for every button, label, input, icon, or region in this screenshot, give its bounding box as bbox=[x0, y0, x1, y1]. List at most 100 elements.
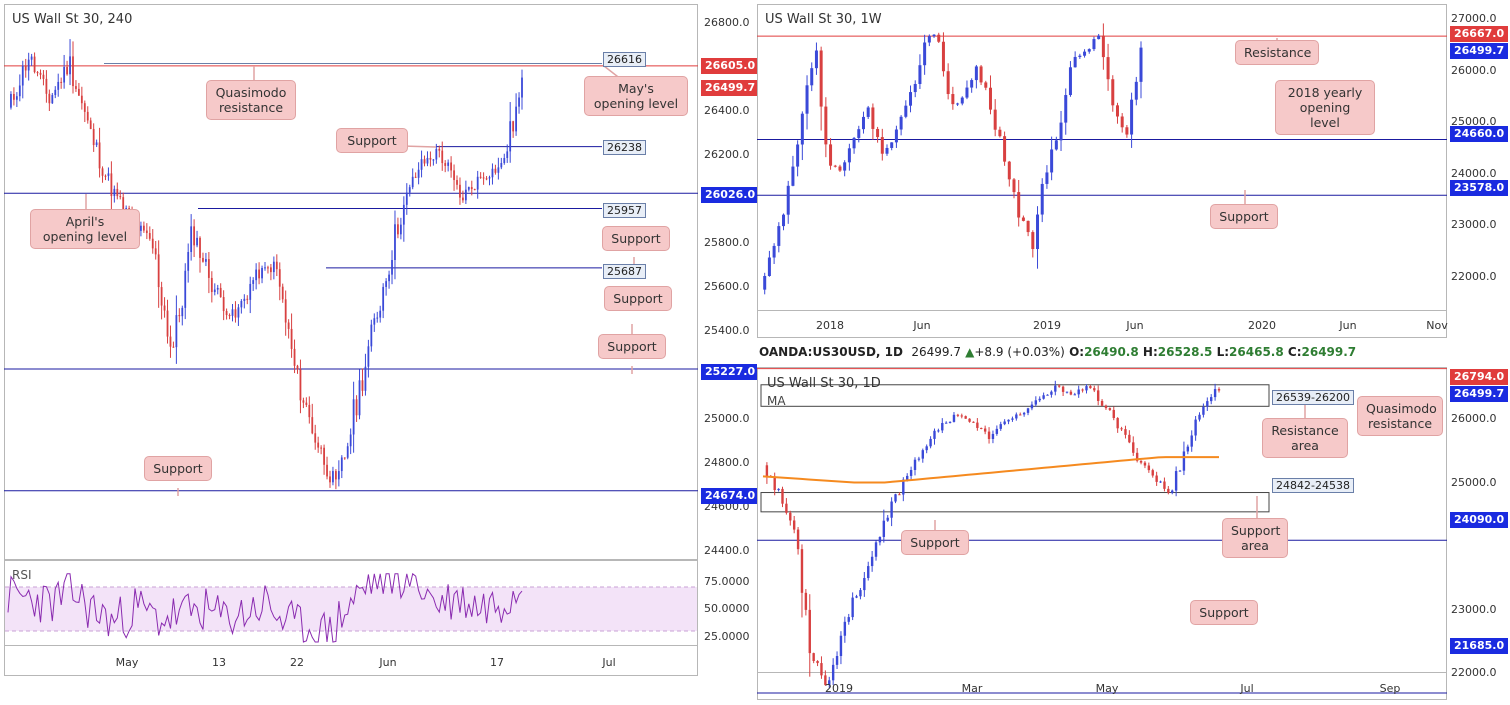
daily-last-price: 26499.7 bbox=[911, 345, 961, 359]
axis-tick-label: 25000.0 bbox=[704, 412, 750, 425]
candle bbox=[287, 319, 290, 339]
candle bbox=[847, 143, 851, 171]
candle bbox=[904, 100, 908, 119]
candle bbox=[66, 60, 68, 76]
candle bbox=[820, 656, 823, 679]
weekly-chart-panel[interactable]: US Wall St 30, 1W 27000.0 26000.0 25000.0 2… bbox=[757, 4, 1509, 338]
candle bbox=[110, 161, 113, 211]
candle bbox=[1100, 399, 1104, 407]
candle bbox=[270, 263, 272, 281]
daily-callout-resistance-area: Resistance area bbox=[1262, 418, 1348, 458]
h4-time-axis-frame bbox=[4, 646, 698, 676]
candle bbox=[1217, 387, 1221, 393]
axis-tick-label: 23000.0 bbox=[1451, 602, 1497, 616]
candle bbox=[870, 550, 874, 572]
candle bbox=[290, 313, 293, 358]
daily-chart-panel[interactable]: OANDA:US30USD, 1D 26499.7 ▲+8.9 (+0.03%)… bbox=[757, 342, 1509, 700]
candle bbox=[833, 164, 837, 168]
candle bbox=[1097, 33, 1101, 40]
candle bbox=[408, 184, 411, 197]
h4-chart-panel[interactable]: US Wall St 30, 240 RSI 26800.026600.0264… bbox=[4, 4, 760, 700]
candle bbox=[98, 127, 101, 178]
price-tag-support-25227: 25227.0 bbox=[701, 364, 760, 380]
candle bbox=[311, 403, 314, 435]
candle bbox=[258, 262, 260, 285]
candle bbox=[782, 213, 786, 231]
weekly-price-tag-resistance: 26667.0 bbox=[1450, 26, 1509, 42]
candle bbox=[946, 63, 950, 100]
candle bbox=[777, 488, 780, 492]
candle bbox=[1046, 394, 1049, 396]
candle bbox=[296, 364, 299, 374]
candle bbox=[95, 139, 98, 148]
candle bbox=[429, 151, 432, 167]
candle bbox=[968, 418, 971, 423]
candle bbox=[1011, 416, 1014, 422]
daily-high-label: H: bbox=[1142, 345, 1158, 359]
axis-tick-label: Sep bbox=[1379, 682, 1401, 695]
candle bbox=[948, 421, 952, 424]
candle bbox=[482, 172, 485, 185]
candle bbox=[765, 462, 769, 484]
candle bbox=[816, 660, 819, 667]
candle bbox=[835, 651, 839, 670]
axis-tick-label: 26200.0 bbox=[704, 148, 750, 161]
callout-mays-opening-level: May's opening level bbox=[584, 76, 688, 116]
candle bbox=[829, 138, 833, 170]
axis-tick-label: Jun bbox=[379, 656, 397, 669]
candle bbox=[509, 102, 512, 163]
candle bbox=[1101, 23, 1105, 70]
candle bbox=[60, 77, 63, 89]
candle bbox=[944, 421, 948, 424]
daily-low-label: L: bbox=[1216, 345, 1230, 359]
candle bbox=[800, 544, 804, 618]
h4-rsi-frame bbox=[4, 560, 698, 646]
candle bbox=[219, 283, 222, 298]
candle bbox=[414, 172, 417, 179]
candle bbox=[917, 456, 921, 462]
candle bbox=[925, 444, 928, 454]
candle bbox=[991, 430, 995, 444]
candle bbox=[964, 415, 967, 419]
candle bbox=[1065, 391, 1069, 394]
candle bbox=[890, 497, 893, 527]
axis-tick-label: 25000.0 bbox=[1451, 475, 1497, 489]
candle bbox=[45, 70, 48, 103]
candle bbox=[332, 466, 334, 486]
candle bbox=[1040, 178, 1044, 223]
candle bbox=[1190, 430, 1193, 452]
candle bbox=[1163, 477, 1166, 492]
daily-candles bbox=[757, 368, 1447, 694]
candle bbox=[899, 115, 903, 136]
candle bbox=[72, 41, 74, 94]
axis-tick-label: 25800.0 bbox=[704, 236, 750, 249]
candle bbox=[225, 308, 228, 320]
candle bbox=[267, 265, 269, 274]
candle bbox=[767, 250, 771, 277]
level-box-26238: 26238 bbox=[603, 140, 646, 155]
candle bbox=[960, 413, 963, 419]
candle bbox=[1093, 385, 1096, 393]
candle bbox=[791, 155, 795, 187]
candle bbox=[1186, 444, 1190, 455]
candle bbox=[898, 492, 901, 496]
candle bbox=[13, 87, 15, 106]
candle bbox=[193, 219, 196, 258]
candle bbox=[358, 369, 361, 420]
callout-support-25687: Support bbox=[604, 286, 672, 311]
price-tag-quasimodo: 26605.0 bbox=[701, 58, 760, 74]
candle bbox=[488, 175, 491, 186]
candle bbox=[456, 175, 458, 190]
candle bbox=[937, 428, 940, 433]
candle bbox=[518, 92, 520, 114]
candle bbox=[773, 472, 776, 496]
candle bbox=[54, 86, 57, 99]
candle bbox=[960, 96, 964, 106]
daily-chart-title: US Wall St 30, 1D bbox=[767, 376, 881, 391]
candle bbox=[447, 159, 450, 172]
candle bbox=[843, 160, 847, 177]
candle bbox=[1030, 401, 1034, 411]
axis-tick-label: 22000.0 bbox=[1451, 269, 1497, 283]
candle bbox=[453, 164, 455, 191]
price-tag-april-open: 26026.0 bbox=[701, 187, 760, 203]
